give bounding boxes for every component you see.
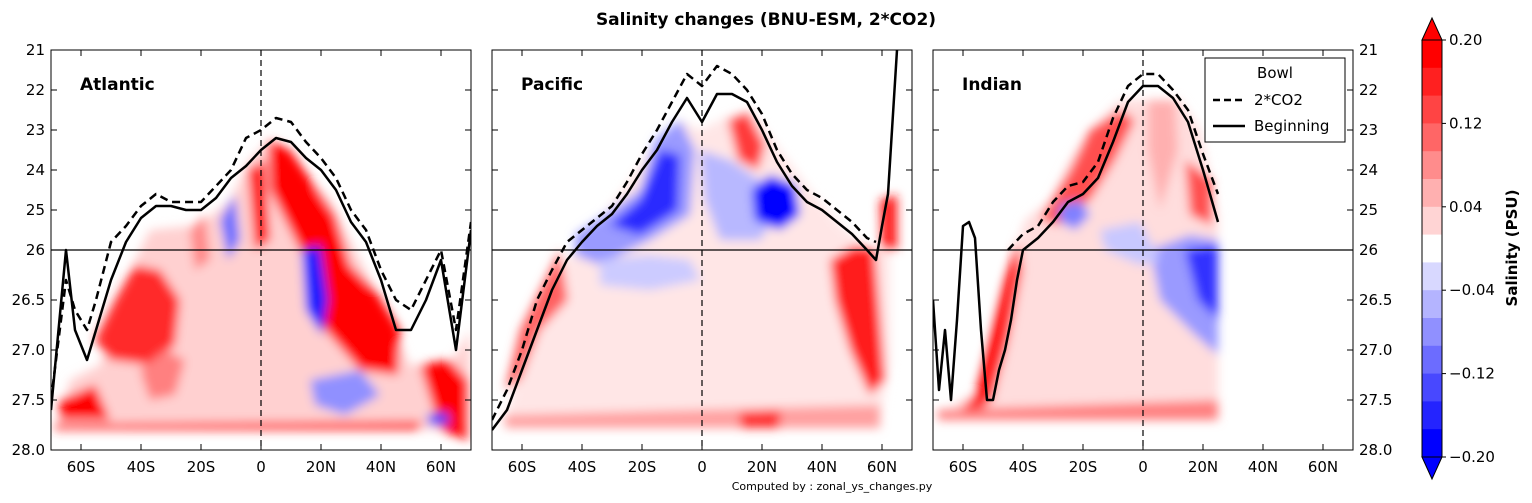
x-tick-label: 20N (747, 458, 777, 476)
colorbar-band (1422, 401, 1442, 430)
colorbar-tick-label: −0.12 (1449, 365, 1495, 383)
colorbar-tick-label: 0.12 (1449, 114, 1482, 132)
y-tick-label: 24 (1359, 161, 1378, 179)
y-tick-label: 25 (26, 201, 45, 219)
legend: Bowl 2*CO2 Beginning (1204, 57, 1346, 143)
figure-title: Salinity changes (BNU-ESM, 2*CO2) (596, 10, 936, 30)
series-line-solid (51, 136, 471, 411)
panel-pacific: Pacific 60S 40S 20S 0 20N 40N 60N (491, 49, 913, 476)
x-tick-label: 40N (366, 458, 396, 476)
footer-credit: Computed by : zonal_ys_changes.py (732, 480, 933, 493)
indian-ticks: 60S 40S 20S 0 20N 40N 60N 21 22 23 24 25 26 26.5 27.0 2… (933, 41, 1392, 476)
y-tick-label: 27.5 (1359, 391, 1392, 409)
indian-series (933, 72, 1220, 402)
panel-atlantic: Atlantic 60S 40S 20S 0 20N 40N 60N 21 22 23 24 25 26… (12, 41, 472, 476)
x-tick-label: 20S (187, 458, 216, 476)
x-tick-label: 40N (807, 458, 837, 476)
pacific-ticks: 60S 40S 20S 0 20N 40N 60N (492, 49, 912, 476)
y-tick-label: 26.5 (12, 291, 45, 309)
legend-title: Bowl (1257, 64, 1293, 82)
colorbar-band (1422, 206, 1442, 236)
y-tick-label: 27.0 (12, 341, 45, 359)
y-tick-label: 25 (1359, 201, 1378, 219)
x-tick-label: 40S (127, 458, 156, 476)
colorbar-band (1422, 262, 1442, 291)
y-tick-label: 27.0 (1359, 341, 1392, 359)
colorbar-tick-label: −0.20 (1449, 448, 1495, 466)
x-tick-label: 0 (256, 458, 266, 476)
pacific-series (492, 50, 899, 431)
y-tick-label: 22 (1359, 81, 1378, 99)
x-tick-label: 20S (1069, 458, 1098, 476)
series-line-dashed (492, 64, 877, 421)
atlantic-salinity-field (55, 140, 470, 440)
y-tick-label: 26 (1359, 241, 1378, 259)
y-tick-label: 21 (1359, 41, 1378, 59)
colorbar-band (1422, 179, 1442, 208)
y-tick-label: 24 (26, 161, 45, 179)
y-tick-label: 23 (1359, 121, 1378, 139)
atlantic-ticks: 60S 40S 20S 0 20N 40N 60N 21 22 23 24 25 26 26.5 27.0 2… (12, 41, 471, 476)
legend-entry-2xco2: 2*CO2 (1254, 91, 1303, 109)
series-line-dashed (1007, 72, 1220, 251)
x-tick-label: 20N (306, 458, 336, 476)
colorbar-tick-label: 0.20 (1449, 31, 1482, 49)
legend-entry-beginning: Beginning (1254, 117, 1329, 135)
x-tick-label: 60S (67, 458, 96, 476)
colorbar-frame (1421, 39, 1443, 458)
colorbar-band (1422, 40, 1442, 69)
indian-basin-label: Indian (962, 75, 1022, 95)
colorbar-extend-top (1421, 16, 1443, 41)
y-tick-label: 26.5 (1359, 291, 1392, 309)
colorbar-bands (1422, 40, 1442, 458)
colorbar-tick-label: 0.04 (1449, 198, 1482, 216)
series-line-solid (933, 84, 1220, 402)
x-tick-label: 0 (697, 458, 707, 476)
series-line-dashed (51, 116, 471, 401)
x-tick-label: 60N (867, 458, 897, 476)
colorbar-band (1422, 290, 1442, 319)
x-tick-label: 60N (1308, 458, 1338, 476)
x-tick-label: 20N (1188, 458, 1218, 476)
atlantic-basin-label: Atlantic (80, 75, 155, 95)
y-tick-label: 28.0 (12, 441, 45, 459)
colorbar-band (1422, 318, 1442, 347)
colorbar-band (1422, 234, 1442, 263)
x-tick-label: 60S (949, 458, 978, 476)
y-tick-label: 22 (26, 81, 45, 99)
series-line-solid (492, 50, 899, 431)
x-tick-label: 60S (508, 458, 537, 476)
colorbar-band (1422, 151, 1442, 180)
y-tick-label: 23 (26, 121, 45, 139)
colorbar-label: Salinity (PSU) (1503, 190, 1521, 307)
colorbar-band (1422, 373, 1442, 402)
atlantic-series (51, 116, 471, 411)
colorbar-ticks: 0.20 0.12 0.04 −0.04 −0.12 −0.20 (1442, 31, 1495, 466)
x-tick-label: 40N (1248, 458, 1278, 476)
colorbar-band (1422, 67, 1442, 97)
y-tick-label: 28.0 (1359, 441, 1392, 459)
colorbar-extend-bottom (1421, 456, 1443, 481)
y-tick-label: 21 (26, 41, 45, 59)
x-tick-label: 40S (568, 458, 597, 476)
colorbar-band (1422, 123, 1442, 152)
x-tick-label: 0 (1138, 458, 1148, 476)
colorbar: 0.20 0.12 0.04 −0.04 −0.12 −0.20 Salinity (PS… (1421, 16, 1521, 481)
x-tick-label: 40S (1009, 458, 1038, 476)
y-tick-label: 26 (26, 241, 45, 259)
x-tick-label: 60N (426, 458, 456, 476)
x-tick-label: 20S (628, 458, 657, 476)
colorbar-band (1422, 345, 1442, 375)
pacific-basin-label: Pacific (521, 75, 583, 95)
panel-indian: Indian 60S 40S 20S 0 20N 40N 60N 21 22 23 24 25 26 26… (932, 41, 1392, 476)
colorbar-tick-label: −0.04 (1449, 281, 1495, 299)
colorbar-band (1422, 429, 1442, 458)
colorbar-band (1422, 95, 1442, 124)
y-tick-label: 27.5 (12, 391, 45, 409)
